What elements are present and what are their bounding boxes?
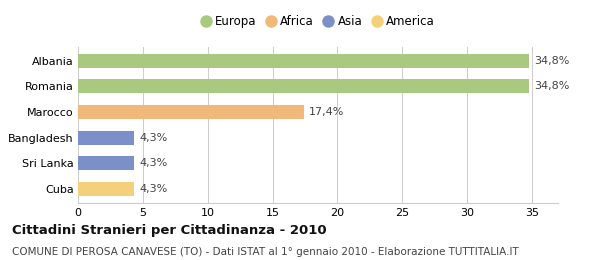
Text: 34,8%: 34,8% [535, 81, 570, 92]
Text: 17,4%: 17,4% [309, 107, 344, 117]
Text: 4,3%: 4,3% [139, 158, 167, 168]
Text: 4,3%: 4,3% [139, 184, 167, 194]
Bar [78, 182, 134, 196]
Text: 4,3%: 4,3% [139, 133, 167, 142]
Text: Cittadini Stranieri per Cittadinanza - 2010: Cittadini Stranieri per Cittadinanza - 2… [12, 224, 326, 237]
Legend: Europa, Africa, Asia, America: Europa, Africa, Asia, America [196, 11, 440, 33]
Text: 34,8%: 34,8% [535, 56, 570, 66]
Text: COMUNE DI PEROSA CANAVESE (TO) - Dati ISTAT al 1° gennaio 2010 - Elaborazione TU: COMUNE DI PEROSA CANAVESE (TO) - Dati IS… [12, 247, 519, 257]
Bar [78, 54, 529, 68]
Bar [78, 156, 134, 170]
Bar [78, 80, 529, 94]
Bar [78, 131, 134, 145]
Bar [78, 105, 304, 119]
